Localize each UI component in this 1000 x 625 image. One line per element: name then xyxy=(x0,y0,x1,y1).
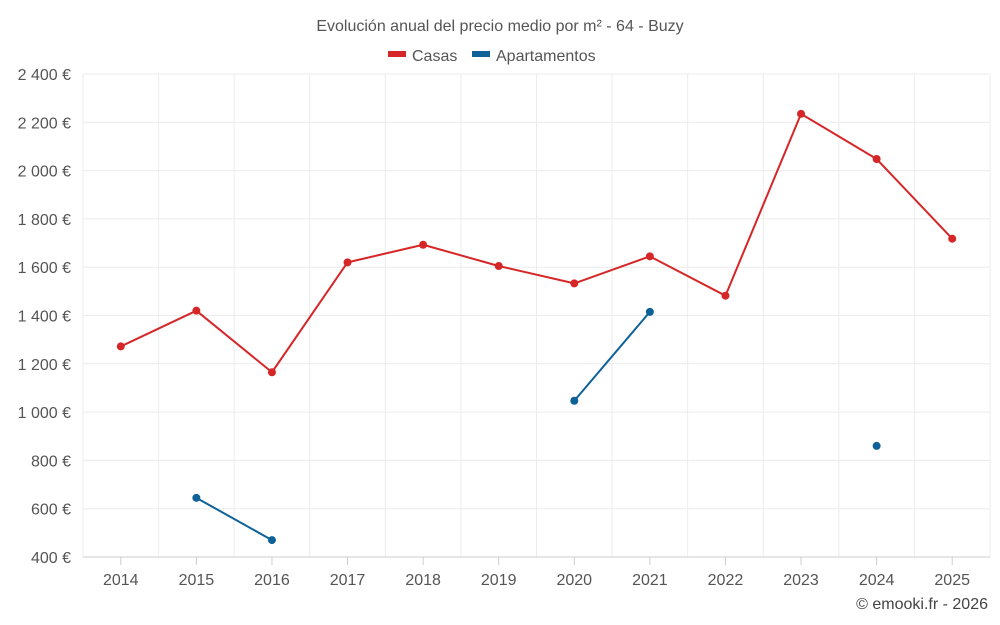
point-apartamentos-2015[interactable] xyxy=(192,493,201,502)
x-tick-label-2016: 2016 xyxy=(254,572,290,589)
credit-text: © emooki.fr - 2026 xyxy=(856,596,988,613)
y-tick-label-1600: 1 600 € xyxy=(18,260,71,277)
x-tick-label-2021: 2021 xyxy=(632,572,668,589)
point-casas-2014[interactable] xyxy=(116,342,125,351)
legend[interactable]: Casas Apartamentos xyxy=(388,48,596,65)
axes: 400 € 600 € 800 € 1 000 € 1 200 € 1 400 € 1 60… xyxy=(18,67,990,589)
y-tick-label-1000: 1 000 € xyxy=(18,405,71,422)
point-apartamentos-2020[interactable] xyxy=(570,396,579,405)
point-casas-2020[interactable] xyxy=(570,279,579,288)
point-casas-2016[interactable] xyxy=(267,368,276,377)
series-casas xyxy=(116,109,957,377)
x-tick-label-2014: 2014 xyxy=(103,572,139,589)
grid xyxy=(82,73,991,557)
point-casas-2022[interactable] xyxy=(721,291,730,300)
x-tick-label-2020: 2020 xyxy=(556,572,592,589)
x-tick-label-2023: 2023 xyxy=(783,572,819,589)
point-casas-2015[interactable] xyxy=(192,306,201,315)
point-casas-2017[interactable] xyxy=(343,258,352,267)
x-tick-label-2024: 2024 xyxy=(859,572,895,589)
x-tick-label-2025: 2025 xyxy=(934,572,970,589)
series xyxy=(116,109,957,545)
point-casas-2025[interactable] xyxy=(948,234,957,243)
chart-title: Evolución anual del precio medio por m² … xyxy=(316,18,683,35)
legend-swatch-casas[interactable] xyxy=(388,51,406,57)
point-casas-2024[interactable] xyxy=(872,155,881,164)
x-tick-label-2017: 2017 xyxy=(330,572,366,589)
point-apartamentos-2021[interactable] xyxy=(645,307,654,316)
y-tick-label-2400: 2 400 € xyxy=(18,67,71,84)
y-tick-label-1200: 1 200 € xyxy=(18,357,71,374)
y-tick-label-400: 400 € xyxy=(31,550,71,567)
y-tick-label-1400: 1 400 € xyxy=(18,309,71,326)
x-tick-label-2015: 2015 xyxy=(179,572,215,589)
y-tick-label-1800: 1 800 € xyxy=(18,212,71,229)
point-apartamentos-2016[interactable] xyxy=(267,536,276,545)
series-apartamentos xyxy=(192,307,881,545)
x-tick-label-2022: 2022 xyxy=(708,572,744,589)
x-tick-label-2019: 2019 xyxy=(481,572,517,589)
point-casas-2019[interactable] xyxy=(494,261,503,270)
series-line-casas-0 xyxy=(120,112,953,374)
y-tick-label-2000: 2 000 € xyxy=(18,164,71,181)
point-casas-2023[interactable] xyxy=(797,109,806,118)
y-tick-label-2200: 2 200 € xyxy=(18,115,71,132)
legend-label-apartamentos[interactable]: Apartamentos xyxy=(496,48,596,65)
x-tick-label-2018: 2018 xyxy=(405,572,441,589)
point-casas-2018[interactable] xyxy=(419,240,428,249)
series-line-apartamentos-1 xyxy=(573,311,651,402)
legend-label-casas[interactable]: Casas xyxy=(412,48,457,65)
point-apartamentos-2024[interactable] xyxy=(872,441,881,450)
series-line-apartamentos-0 xyxy=(195,496,273,541)
point-casas-2021[interactable] xyxy=(645,252,654,261)
legend-swatch-apartamentos[interactable] xyxy=(472,51,490,57)
y-tick-label-600: 600 € xyxy=(31,502,71,519)
y-tick-label-800: 800 € xyxy=(31,453,71,470)
